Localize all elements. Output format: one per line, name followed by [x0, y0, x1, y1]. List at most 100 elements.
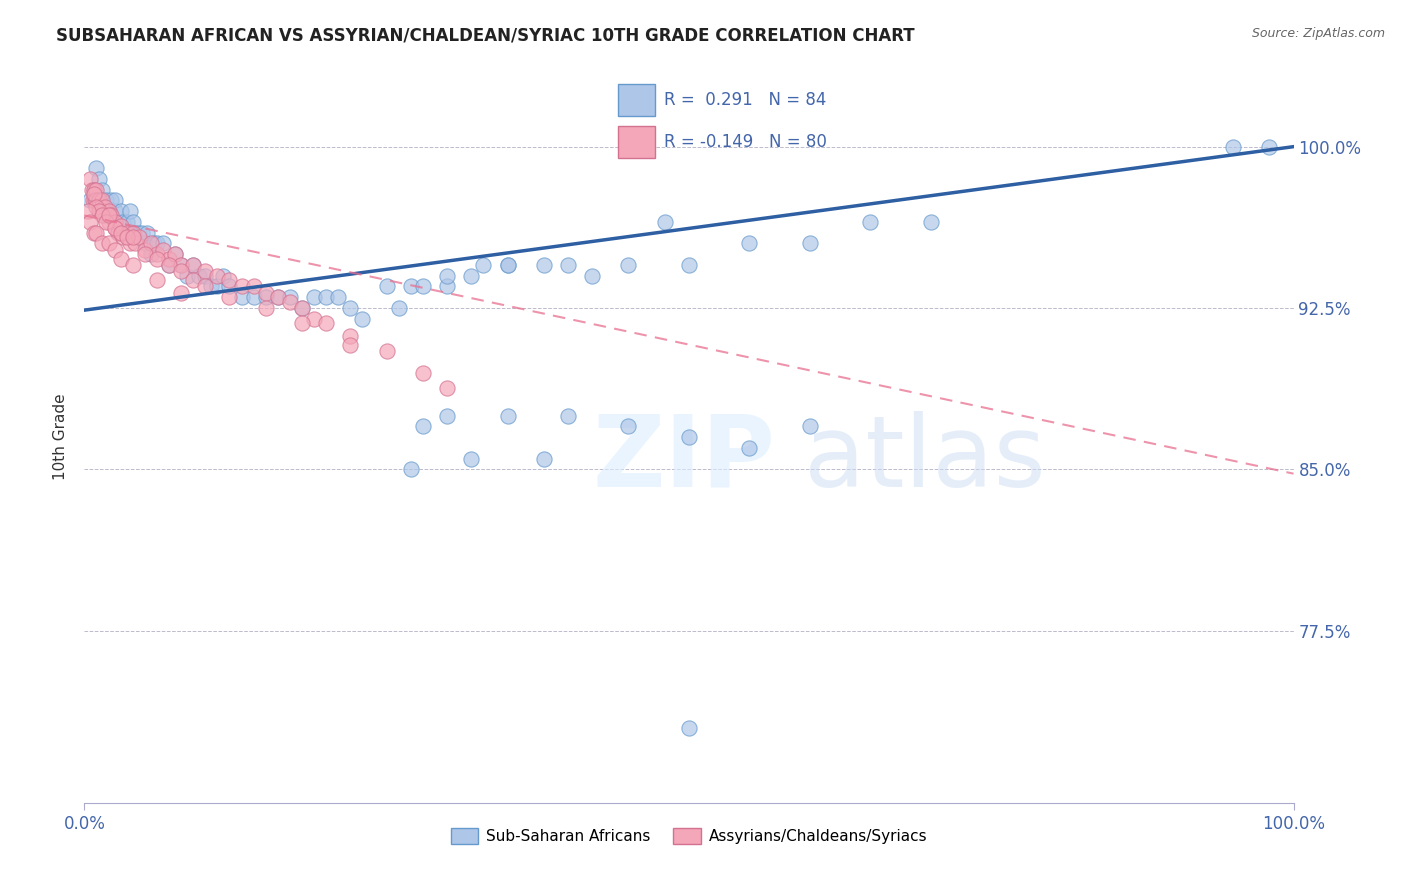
Point — [84, 194, 107, 208]
Point — [80, 183, 103, 197]
Bar — [617, 84, 655, 116]
Point — [472, 258, 495, 272]
Text: Source: ZipAtlas.com: Source: ZipAtlas.com — [1251, 27, 1385, 40]
Point — [254, 285, 277, 300]
Point — [97, 236, 120, 251]
Point — [89, 204, 111, 219]
Point — [496, 258, 519, 272]
Point — [91, 194, 114, 208]
Point — [128, 230, 150, 244]
Point — [83, 226, 105, 240]
Point — [115, 215, 138, 229]
Point — [399, 279, 422, 293]
Point — [112, 230, 135, 244]
Point — [97, 215, 120, 229]
Point — [91, 204, 114, 219]
Point — [104, 221, 127, 235]
Point — [104, 243, 127, 257]
Point — [94, 215, 117, 229]
Point — [91, 204, 114, 219]
Point — [146, 252, 169, 266]
Point — [87, 172, 110, 186]
Point — [97, 204, 120, 219]
Point — [87, 204, 110, 219]
Point — [124, 236, 146, 251]
Point — [176, 268, 198, 283]
Point — [533, 258, 555, 272]
Point — [738, 236, 761, 251]
Point — [412, 366, 434, 380]
Point — [146, 247, 169, 261]
Point — [412, 419, 434, 434]
Point — [157, 252, 180, 266]
Point — [291, 316, 314, 330]
Point — [146, 273, 169, 287]
Point — [136, 226, 159, 240]
Point — [799, 236, 821, 251]
Point — [120, 204, 142, 219]
Point — [581, 268, 603, 283]
Point — [557, 258, 579, 272]
Point — [678, 258, 700, 272]
Point — [91, 209, 114, 223]
Point — [207, 279, 229, 293]
Point — [557, 409, 579, 423]
Point — [165, 247, 187, 261]
Point — [139, 247, 162, 261]
Point — [436, 268, 458, 283]
Point — [107, 215, 129, 229]
Point — [115, 226, 138, 240]
Point — [254, 290, 277, 304]
Point — [339, 301, 361, 315]
Point — [859, 215, 882, 229]
Point — [97, 204, 120, 219]
Point — [231, 279, 253, 293]
Point — [399, 462, 422, 476]
Point — [97, 209, 120, 223]
Point — [121, 215, 143, 229]
Point — [181, 273, 204, 287]
Point — [375, 344, 398, 359]
Point — [100, 194, 122, 208]
Point — [352, 311, 374, 326]
Point — [302, 290, 325, 304]
Point — [83, 183, 105, 197]
Point — [302, 311, 325, 326]
Legend: Sub-Saharan Africans, Assyrians/Chaldeans/Syriacs: Sub-Saharan Africans, Assyrians/Chaldean… — [444, 822, 934, 850]
Point — [157, 258, 180, 272]
Point — [242, 290, 264, 304]
Point — [121, 226, 143, 240]
Point — [181, 258, 204, 272]
Point — [291, 301, 314, 315]
Point — [139, 236, 162, 251]
Point — [315, 290, 337, 304]
Point — [112, 215, 135, 229]
Point — [128, 226, 150, 240]
Point — [278, 290, 301, 304]
Point — [152, 236, 174, 251]
Point — [104, 194, 127, 208]
Point — [170, 258, 193, 272]
Point — [1222, 139, 1244, 153]
Point — [188, 268, 211, 283]
Point — [315, 316, 337, 330]
Point — [86, 161, 108, 176]
Point — [79, 215, 101, 229]
Point — [134, 247, 156, 261]
Point — [170, 285, 193, 300]
Point — [339, 337, 361, 351]
Point — [107, 226, 129, 240]
Point — [94, 200, 117, 214]
Point — [194, 279, 217, 293]
Point — [143, 236, 166, 251]
Point — [94, 209, 117, 223]
Point — [436, 381, 458, 395]
Point — [86, 194, 108, 208]
Point — [194, 268, 217, 283]
Point — [799, 419, 821, 434]
Point — [242, 279, 264, 293]
Point — [207, 268, 229, 283]
Point — [170, 264, 193, 278]
Point — [267, 290, 290, 304]
Point — [678, 430, 700, 444]
